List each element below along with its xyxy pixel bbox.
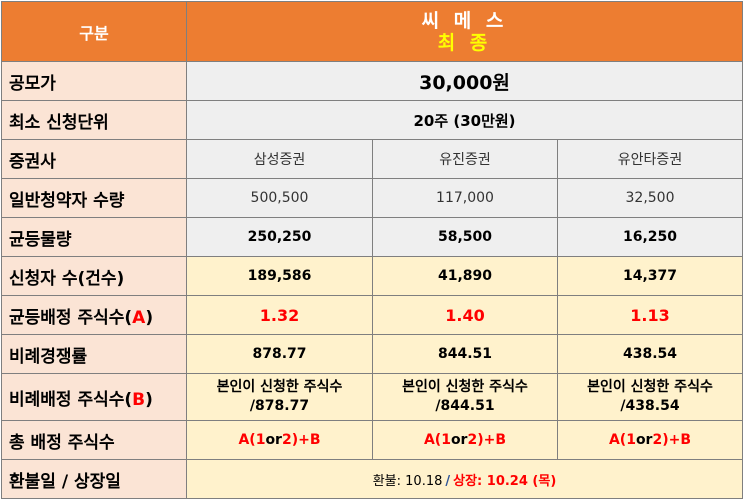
row-general-qty: 일반청약자 수량 500,500 117,000 32,500	[1, 178, 743, 218]
equal-alloc-value: 1.32	[186, 295, 373, 335]
prop-rate-value: 878.77	[186, 334, 373, 374]
refund-date: 환불: 10.18	[372, 473, 443, 489]
formula-a: A(	[238, 432, 256, 448]
prop-alloc-line2: /844.51	[435, 398, 495, 414]
applicants-label: 신청자 수(건수)	[1, 256, 187, 296]
formula-b: )+B	[662, 432, 692, 448]
formula-b: )+B	[477, 432, 507, 448]
prop-alloc-line1: 본인이 신청한 주식수	[402, 379, 528, 395]
formula-or: or	[635, 432, 653, 448]
prop-alloc-line1: 본인이 신청한 주식수	[587, 379, 713, 395]
stage-label: 최 종	[437, 31, 492, 54]
broker-value: 유진증권	[372, 139, 558, 179]
equal-alloc-value: 1.13	[557, 295, 743, 335]
header-label: 구분	[1, 1, 187, 62]
equal-alloc-label-mark: A	[132, 307, 146, 328]
equal-qty-value: 250,250	[186, 217, 373, 257]
total-alloc-formula: A(1or2)+B	[372, 420, 558, 460]
total-alloc-formula: A(1or2)+B	[557, 420, 743, 460]
prop-rate-value: 438.54	[557, 334, 743, 374]
equal-alloc-label: 균등배정 주식수(A)	[1, 295, 187, 335]
equal-alloc-label-end: )	[145, 307, 154, 328]
formula-or: or	[265, 432, 282, 448]
prop-rate-label: 비례경쟁률	[1, 334, 187, 374]
formula-one: 1	[626, 432, 636, 448]
prop-alloc-label-text: 비례배정 주식수(	[9, 389, 133, 410]
total-alloc-label: 총 배정 주식수	[1, 420, 187, 460]
row-min-unit: 최소 신청단위 20주 (30만원)	[1, 100, 743, 140]
equal-qty-label: 균등물량	[1, 217, 187, 257]
equal-qty-value: 58,500	[372, 217, 558, 257]
row-broker: 증권사 삼성증권 유진증권 유안타증권	[1, 139, 743, 179]
prop-alloc-line2: /878.77	[249, 398, 310, 414]
equal-alloc-label-text: 균등배정 주식수(	[9, 307, 133, 328]
formula-one: 1	[255, 432, 266, 448]
date-separator: /	[445, 473, 451, 489]
prop-alloc-value: 본인이 신청한 주식수 /844.51	[372, 373, 558, 421]
prop-alloc-label: 비례배정 주식수(B)	[1, 373, 187, 421]
dates-value: 환불: 10.18/상장: 10.24 (목)	[186, 459, 743, 499]
prop-rate-value: 844.51	[372, 334, 558, 374]
applicants-value: 189,586	[186, 256, 373, 296]
prop-alloc-value: 본인이 신청한 주식수 /878.77	[186, 373, 373, 421]
broker-value: 삼성증권	[186, 139, 373, 179]
row-prop-alloc: 비례배정 주식수(B) 본인이 신청한 주식수 /878.77 본인이 신청한 …	[1, 373, 743, 421]
formula-b: )+B	[291, 432, 321, 448]
formula-a: A(	[608, 432, 627, 448]
row-prop-rate: 비례경쟁률 878.77 844.51 438.54	[1, 334, 743, 374]
header-title: 씨 메 스 최 종	[186, 1, 743, 62]
dates-label: 환불일 / 상장일	[1, 459, 187, 499]
formula-a: A(	[423, 432, 442, 448]
prop-alloc-label-end: )	[145, 389, 153, 410]
broker-value: 유안타증권	[557, 139, 743, 179]
equal-alloc-value: 1.40	[372, 295, 558, 335]
formula-two: 2	[467, 432, 478, 448]
row-dates: 환불일 / 상장일 환불: 10.18/상장: 10.24 (목)	[1, 459, 743, 499]
row-equal-alloc: 균등배정 주식수(A) 1.32 1.40 1.13	[1, 295, 743, 335]
total-alloc-formula: A(1or2)+B	[186, 420, 373, 460]
formula-or: or	[450, 432, 468, 448]
general-qty-value: 32,500	[557, 178, 743, 218]
equal-qty-value: 16,250	[557, 217, 743, 257]
price-value: 30,000원	[186, 61, 743, 101]
general-qty-value: 117,000	[372, 178, 558, 218]
general-qty-value: 500,500	[186, 178, 373, 218]
row-total-alloc: 총 배정 주식수 A(1or2)+B A(1or2)+B A(1or2)+B	[1, 420, 743, 460]
broker-label: 증권사	[1, 139, 187, 179]
applicants-value: 14,377	[557, 256, 743, 296]
prop-alloc-value: 본인이 신청한 주식수 /438.54	[557, 373, 743, 421]
applicants-value: 41,890	[372, 256, 558, 296]
row-equal-qty: 균등물량 250,250 58,500 16,250	[1, 217, 743, 257]
min-unit-value: 20주 (30만원)	[186, 100, 743, 140]
row-applicants: 신청자 수(건수) 189,586 41,890 14,377	[1, 256, 743, 296]
formula-one: 1	[441, 432, 451, 448]
formula-two: 2	[281, 432, 292, 448]
prop-alloc-label-mark: B	[132, 389, 146, 410]
header-row: 구분 씨 메 스 최 종	[1, 1, 743, 62]
row-price: 공모가 30,000원	[1, 61, 743, 101]
min-unit-label: 최소 신청단위	[1, 100, 187, 140]
prop-alloc-line2: /438.54	[620, 398, 680, 414]
company-name: 씨 메 스	[421, 9, 508, 32]
listing-date: 상장: 10.24 (목)	[453, 473, 557, 489]
prop-alloc-line1: 본인이 신청한 주식수	[216, 379, 343, 395]
price-label: 공모가	[1, 61, 187, 101]
general-qty-label: 일반청약자 수량	[1, 178, 187, 218]
formula-two: 2	[652, 432, 663, 448]
